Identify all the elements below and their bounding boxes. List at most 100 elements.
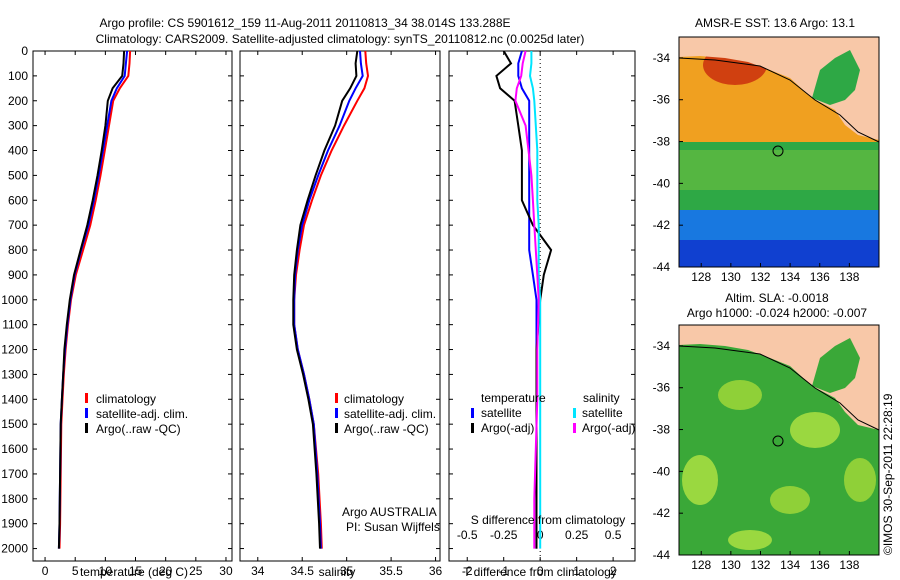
sla-map-subtitle: Argo h1000: -0.024 h2000: -0.007 xyxy=(687,306,867,320)
temperature-tick-label: 5 xyxy=(72,564,79,578)
temperature-series-2 xyxy=(57,50,126,549)
sla-gulf-greenery xyxy=(812,338,860,393)
sst-gulf-greenery xyxy=(812,50,860,105)
depth-tick-label: 200 xyxy=(8,94,28,108)
legend-label-argo: Argo(..raw -QC) xyxy=(344,422,429,436)
depth-tick-label: 900 xyxy=(8,268,28,282)
legend-swatch-climatology xyxy=(335,393,338,403)
temperature-tick-label: 0 xyxy=(42,564,49,578)
header-line2: Climatology: CARS2009. Satellite-adjuste… xyxy=(96,32,585,46)
sst-lon-label: 136 xyxy=(810,270,830,284)
sst-lat-label: -34 xyxy=(653,51,671,65)
difference-series-3 xyxy=(514,50,540,549)
difference-tick-label: -1 xyxy=(498,564,509,578)
sst-mid-band xyxy=(679,150,879,190)
legend-label-argo: Argo(..raw -QC) xyxy=(96,422,181,436)
sst-lat-label: -44 xyxy=(653,260,671,274)
pi-note: PI: Susan Wijffels xyxy=(346,520,440,534)
temperature-tick-label: 15 xyxy=(129,564,143,578)
legend-swatch-argo xyxy=(335,423,338,433)
header-line1: Argo profile: CS 5901612_159 11-Aug-2011… xyxy=(100,16,511,30)
legend-swatch-argo xyxy=(85,423,88,433)
sla-patch xyxy=(718,380,762,410)
depth-tick-label: 1800 xyxy=(1,492,28,506)
sla-patch xyxy=(770,486,810,514)
legend-swatch-sal-argo xyxy=(573,423,576,433)
depth-tick-label: 1700 xyxy=(1,467,28,481)
sst-deep-cool-band xyxy=(679,240,879,267)
s-difference-tick-label: 0.25 xyxy=(565,528,589,542)
salinity-tick-label: 34 xyxy=(251,564,265,578)
sst-lat-label: -42 xyxy=(653,218,671,232)
temperature-legend: climatology satellite-adj. clim. Argo(..… xyxy=(85,392,188,436)
legend-label-climatology: climatology xyxy=(344,392,404,406)
legend-title-salinity: salinity xyxy=(583,391,620,405)
sla-lat-label: -36 xyxy=(653,381,671,395)
sla-patch xyxy=(728,530,772,550)
salinity-tick-label: 36 xyxy=(429,564,443,578)
s-difference-tick-label: 0.5 xyxy=(605,528,622,542)
depth-tick-label: 1200 xyxy=(1,343,28,357)
salinity-tick-label: 35.5 xyxy=(379,564,403,578)
depth-tick-label: 400 xyxy=(8,144,28,158)
sla-lon-label: 134 xyxy=(780,558,800,572)
legend-swatch-climatology xyxy=(85,393,88,403)
float-position-marker xyxy=(772,435,784,447)
temperature-tick-label: 20 xyxy=(159,564,173,578)
legend-label-climatology: climatology xyxy=(96,392,156,406)
sst-lon-label: 130 xyxy=(721,270,741,284)
coastline-contour xyxy=(678,57,880,143)
depth-tick-label: 500 xyxy=(8,168,28,182)
s-difference-tick-label: -0.25 xyxy=(490,528,518,542)
difference-xlabel: T difference from climatology xyxy=(463,565,617,579)
sla-map-title: Altim. SLA: -0.0018 xyxy=(725,291,829,305)
sst-lon-label: 132 xyxy=(750,270,770,284)
sla-patch xyxy=(682,455,718,505)
difference-tick-label: 1 xyxy=(573,564,580,578)
sla-map xyxy=(678,324,880,556)
depth-tick-label: 600 xyxy=(8,193,28,207)
difference-panel xyxy=(448,50,636,562)
legend-title-temperature: temperature xyxy=(481,391,546,405)
sla-lat-label: -42 xyxy=(653,506,671,520)
depth-tick-label: 700 xyxy=(8,218,28,232)
difference-tick-label: 2 xyxy=(610,564,617,578)
temperature-tick-label: 25 xyxy=(189,564,203,578)
legend-swatch-temp-argo xyxy=(471,423,474,433)
difference-legend: temperature salinity satellite Argo(-adj… xyxy=(471,391,635,435)
land-mass xyxy=(679,37,879,140)
sst-map-frame xyxy=(678,36,880,268)
temperature-tick-label: 30 xyxy=(219,564,233,578)
salinity-series-2 xyxy=(292,50,359,549)
coastline-contour xyxy=(678,345,880,431)
depth-tick-label: 1600 xyxy=(1,442,28,456)
salinity-xlabel: salinity xyxy=(319,565,356,579)
depth-tick-label: 1300 xyxy=(1,367,28,381)
sla-lon-label: 128 xyxy=(691,558,711,572)
temperature-tick-label: 10 xyxy=(99,564,113,578)
legend-swatch-temp-satellite xyxy=(471,408,474,418)
sst-lon-label: 128 xyxy=(691,270,711,284)
depth-tick-label: 1100 xyxy=(2,318,28,332)
salinity-tick-label: 34.5 xyxy=(291,564,315,578)
float-position-marker xyxy=(772,145,784,157)
legend-label-satellite: satellite-adj. clim. xyxy=(96,407,188,421)
depth-tick-label: 1900 xyxy=(1,517,28,531)
copyright-credit: ©IMOS 30-Sep-2011 22:28:19 xyxy=(881,393,895,555)
sst-lat-label: -38 xyxy=(653,135,671,149)
sla-lat-label: -34 xyxy=(653,339,671,353)
difference-tick-label: -2 xyxy=(462,564,473,578)
difference-tick-label: 0 xyxy=(537,564,544,578)
legend-label-temp-argo: Argo(-adj) xyxy=(481,421,534,435)
institution-note: Argo AUSTRALIA xyxy=(342,505,437,519)
legend-label-satellite: satellite-adj. clim. xyxy=(344,407,436,421)
sla-lat-label: -44 xyxy=(653,548,671,562)
depth-tick-label: 2000 xyxy=(1,542,28,556)
legend-label-sal-argo: Argo(-adj) xyxy=(582,421,635,435)
depth-tick-label: 300 xyxy=(8,119,28,133)
salinity-tick-label: 35 xyxy=(340,564,354,578)
sla-lon-label: 132 xyxy=(750,558,770,572)
sst-map xyxy=(678,36,880,268)
legend-label-sal-satellite: satellite xyxy=(582,406,623,420)
temperature-xlabel: temperature (deg C) xyxy=(80,565,188,579)
